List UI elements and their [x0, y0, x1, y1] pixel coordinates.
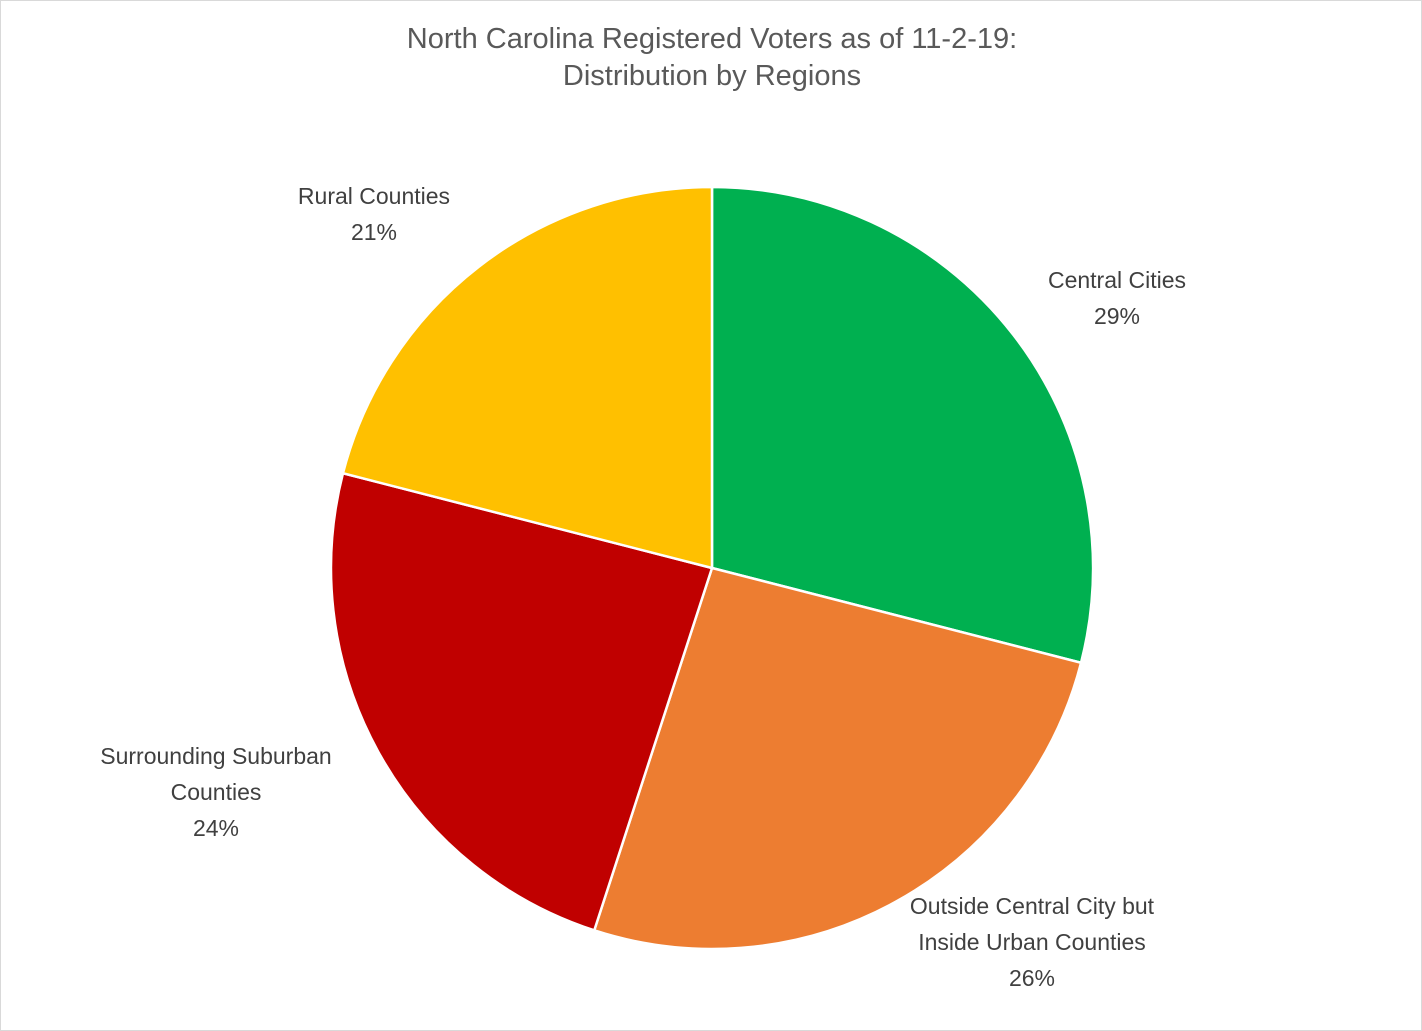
slice-label: Outside Central City but Inside Urban Co…: [910, 888, 1155, 996]
category-label: Outside Central City but Inside Urban Co…: [909, 893, 1155, 955]
pie-slice: [329, 471, 714, 932]
value-label: 24%: [192, 815, 240, 841]
pie-slice: [710, 185, 1095, 665]
pie-slice: [341, 185, 714, 570]
pie-slice: [592, 566, 1083, 951]
category-label: Surrounding Suburban Counties: [100, 743, 332, 805]
category-label: Central Cities: [1047, 267, 1187, 293]
slice-label: Central Cities 29%: [997, 262, 1237, 334]
category-label: Rural Counties: [297, 183, 451, 209]
chart-title: North Carolina Registered Voters as of 1…: [406, 23, 1018, 92]
value-label: 26%: [1008, 965, 1056, 991]
value-label: 21%: [350, 219, 398, 245]
slice-label: Rural Counties 21%: [254, 178, 494, 250]
value-label: 29%: [1093, 303, 1141, 329]
slice-label: Surrounding Suburban Counties 24%: [74, 738, 359, 846]
